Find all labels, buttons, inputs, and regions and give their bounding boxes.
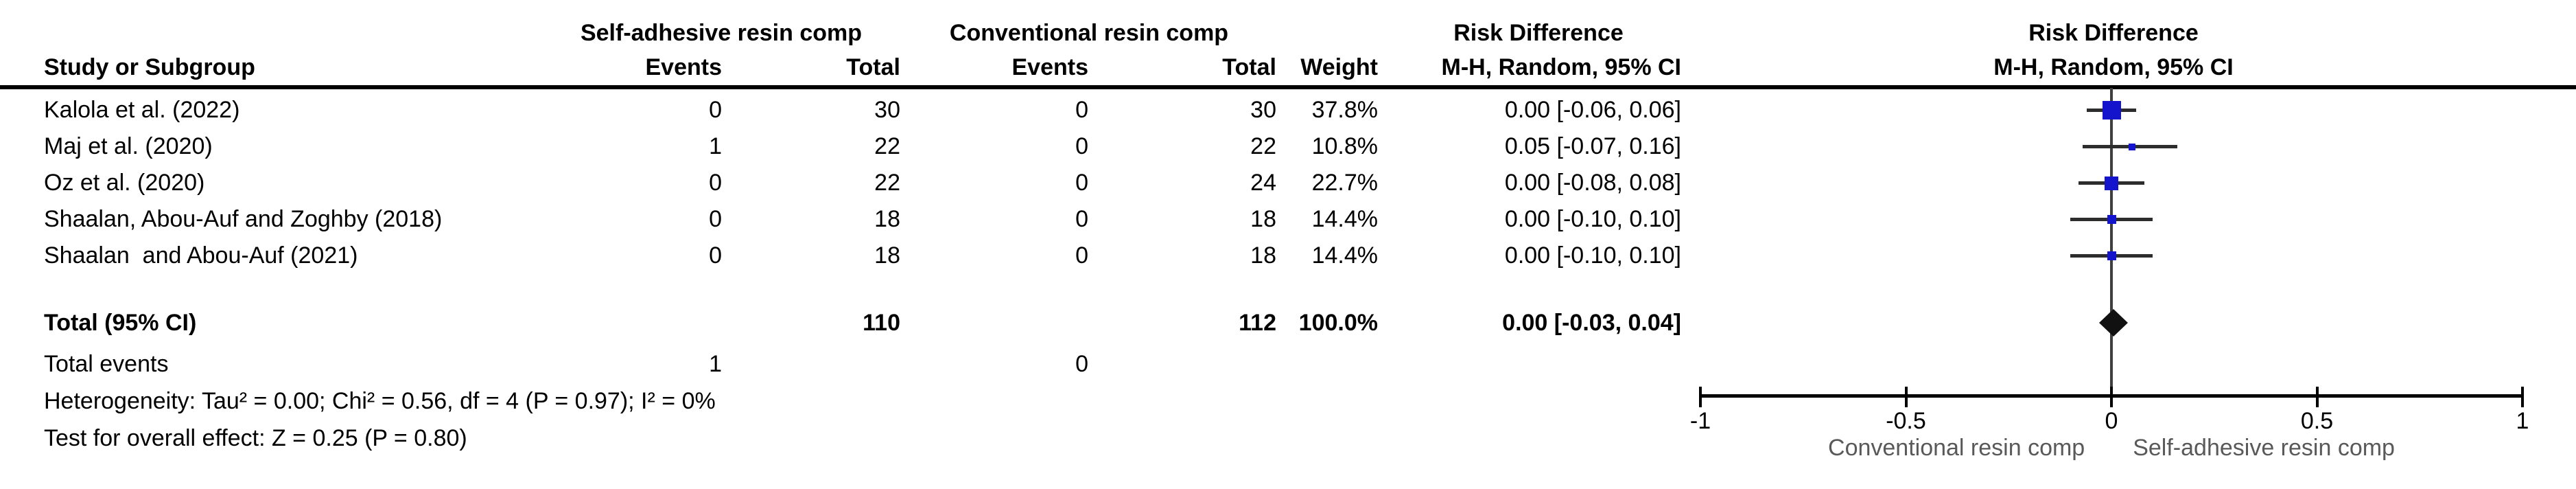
- axis-tick: [1904, 387, 1908, 407]
- axis-tick: [2315, 387, 2319, 407]
- total-1: 18: [874, 242, 900, 269]
- group-header-conventional: Conventional resin comp: [949, 20, 1229, 46]
- overall-effect-text: Test for overall effect: Z = 0.25 (P = 0…: [44, 425, 467, 451]
- study-row: Oz et al. (2020) 0 22 0 24 22.7% 0.00 [-0.08, …: [0, 165, 2576, 201]
- header-separator-line: [0, 85, 2576, 89]
- axis-tick-label: 0.5: [2300, 408, 2334, 434]
- col-header-weight: Weight: [1300, 54, 1378, 80]
- study-label: Shaalan and Abou-Auf (2021): [44, 242, 358, 269]
- total-events-label: Total events: [44, 351, 169, 377]
- study-label: Maj et al. (2020): [44, 133, 213, 159]
- total-2: 24: [1250, 170, 1276, 196]
- weight: 22.7%: [1311, 170, 1378, 196]
- effect-marker: [2128, 143, 2135, 150]
- axis-tick: [2110, 387, 2113, 407]
- effect-marker: [2107, 215, 2116, 224]
- events-1: 1: [709, 133, 722, 159]
- ci-text: 0.05 [-0.07, 0.16]: [1504, 133, 1681, 159]
- axis-tick-label: 0: [2105, 408, 2118, 434]
- plot-column-subtitle: M-H, Random, 95% CI: [1993, 54, 2234, 80]
- study-row: Maj et al. (2020) 1 22 0 22 10.8% 0.05 [-0.07,…: [0, 128, 2576, 165]
- events-1: 0: [709, 242, 722, 269]
- study-row: Shaalan, Abou-Auf and Zoghby (2018) 0 18 0 1…: [0, 201, 2576, 238]
- weight: 10.8%: [1311, 133, 1378, 159]
- col-header-total-2: Total: [1222, 54, 1276, 80]
- ci-text: 0.00 [-0.10, 0.10]: [1504, 206, 1681, 232]
- total-1: 18: [874, 206, 900, 232]
- col-header-total-1: Total: [846, 54, 900, 80]
- total-events-value-1: 1: [709, 351, 722, 377]
- axis-tick-label: -1: [1689, 408, 1711, 434]
- total-2: 30: [1250, 97, 1276, 123]
- total-row-label: Total (95% CI): [44, 310, 197, 336]
- total-2: 18: [1250, 206, 1276, 232]
- total-row-ci-text: 0.00 [-0.03, 0.04]: [1502, 310, 1681, 336]
- ci-text: 0.00 [-0.10, 0.10]: [1504, 242, 1681, 269]
- ci-text: 0.00 [-0.06, 0.06]: [1504, 97, 1681, 123]
- axis-tick-label: 1: [2516, 408, 2529, 434]
- pooled-effect-diamond: [2099, 309, 2128, 337]
- weight: 37.8%: [1311, 97, 1378, 123]
- group-header-self-adhesive: Self-adhesive resin comp: [580, 20, 863, 46]
- events-2: 0: [1075, 170, 1088, 196]
- total-1: 22: [874, 170, 900, 196]
- axis-caption-left: Conventional resin comp: [1828, 435, 2085, 461]
- effect-column-title: Risk Difference: [1453, 20, 1624, 46]
- total-row-total-1: 110: [863, 310, 900, 336]
- col-header-events-1: Events: [645, 54, 723, 80]
- col-header-ci-text: M-H, Random, 95% CI: [1441, 54, 1681, 80]
- total-2: 22: [1250, 133, 1276, 159]
- weight: 14.4%: [1311, 206, 1378, 232]
- effect-marker: [2105, 176, 2118, 190]
- plot-column-title: Risk Difference: [2028, 20, 2199, 46]
- total-events-value-2: 0: [1075, 351, 1088, 377]
- total-1: 30: [874, 97, 900, 123]
- study-label: Shaalan, Abou-Auf and Zoghby (2018): [44, 206, 443, 232]
- effect-marker: [2102, 101, 2121, 120]
- weight: 14.4%: [1311, 242, 1378, 269]
- events-1: 0: [709, 206, 722, 232]
- events-2: 0: [1075, 97, 1088, 123]
- events-1: 0: [709, 97, 722, 123]
- axis-captions: Conventional resin comp Self-adhesive re…: [1631, 435, 2576, 462]
- total-row-weight: 100.0%: [1298, 310, 1378, 336]
- events-1: 0: [709, 170, 722, 196]
- col-header-study: Study or Subgroup: [44, 54, 255, 80]
- total-2: 18: [1250, 242, 1276, 269]
- heterogeneity-text: Heterogeneity: Tau² = 0.00; Chi² = 0.56,…: [44, 388, 716, 414]
- axis-tick: [1699, 387, 1702, 407]
- events-2: 0: [1075, 242, 1088, 269]
- study-row: Kalola et al. (2022) 0 30 0 30 37.8% 0.00 [-0.…: [0, 92, 2576, 128]
- axis-tick-label: -0.5: [1886, 408, 1926, 434]
- total-1: 22: [874, 133, 900, 159]
- events-2: 0: [1075, 206, 1088, 232]
- study-label: Kalola et al. (2022): [44, 97, 240, 123]
- total-row-total-2: 112: [1239, 310, 1276, 336]
- zero-reference-line: [2110, 88, 2113, 396]
- effect-marker: [2107, 251, 2116, 260]
- axis-caption-right: Self-adhesive resin comp: [2133, 435, 2395, 461]
- study-label: Oz et al. (2020): [44, 170, 205, 196]
- ci-text: 0.00 [-0.08, 0.08]: [1504, 170, 1681, 196]
- study-row: Shaalan and Abou-Auf (2021) 0 18 0 18 14.4% 0.…: [0, 238, 2576, 274]
- axis-tick: [2521, 387, 2524, 407]
- events-2: 0: [1075, 133, 1088, 159]
- col-header-events-2: Events: [1011, 54, 1089, 80]
